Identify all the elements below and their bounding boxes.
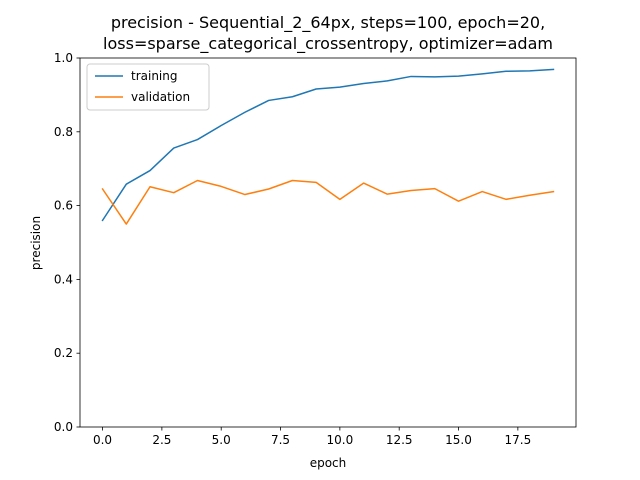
x-tick-label: 2.5 [152,433,171,447]
legend-label-validation: validation [131,90,190,104]
x-tick-label: 5.0 [212,433,231,447]
chart-title-line-2: loss=sparse_categorical_crossentropy, op… [103,34,553,54]
x-tick-label: 0.0 [93,433,112,447]
y-tick-label: 1.0 [54,51,73,65]
y-tick-label: 0.8 [54,125,73,139]
plot-area [79,57,577,428]
series-line-training [101,68,555,222]
x-tick-label: 17.5 [504,433,531,447]
x-axis-label: epoch [310,456,347,470]
y-tick-label: 0.0 [54,420,73,434]
y-tick-label: 0.2 [54,346,73,360]
x-tick-label: 10.0 [327,433,354,447]
chart-title-line-1: precision - Sequential_2_64px, steps=100… [111,13,545,33]
series-layer [101,68,555,225]
y-axis-label: precision [29,216,43,270]
legend: training validation [86,63,210,111]
x-tick-label: 7.5 [271,433,290,447]
plot-frame [79,57,577,428]
y-tick-label: 0.4 [54,272,73,286]
x-tick-label: 12.5 [386,433,413,447]
legend-label-training: training [131,69,178,83]
y-axis-ticks: 0.0 0.2 0.4 0.6 0.8 1.0 [54,51,80,434]
y-tick-label: 0.6 [54,199,73,213]
series-line-validation [101,179,555,225]
x-tick-label: 15.0 [445,433,472,447]
x-axis-ticks: 0.0 2.5 5.0 7.5 10.0 12.5 15.0 17.5 [93,427,531,447]
